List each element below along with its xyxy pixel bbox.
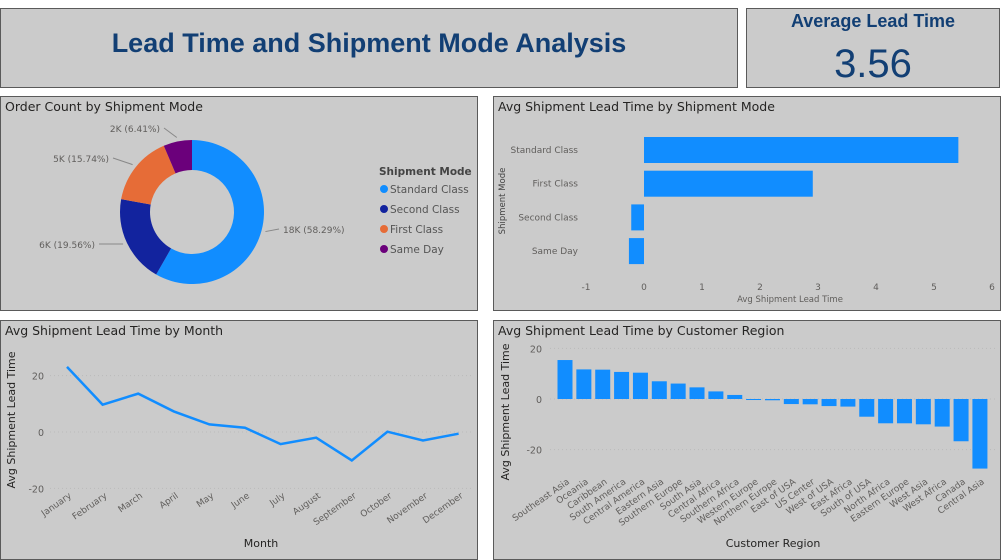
x-tick-label: August: [291, 491, 323, 518]
legend-item: Same Day: [390, 244, 444, 256]
bar-second-class: [631, 204, 644, 230]
y-axis-title: Shipment Mode: [498, 168, 508, 235]
legend-item: First Class: [390, 224, 443, 236]
data-label: 18K (58.29%): [283, 226, 345, 236]
line-series: [67, 367, 459, 461]
bar-south-asia: [690, 387, 705, 399]
bar-southern-europe: [671, 384, 686, 399]
bar-west-asia: [916, 399, 931, 424]
x-tick-label: 0: [641, 283, 647, 293]
y-tick-label: 20: [530, 344, 542, 355]
bar-south-america: [614, 372, 629, 399]
y-tick-label: -20: [526, 446, 542, 457]
x-tick-label: 2: [757, 283, 763, 293]
bar-us-center: [803, 399, 818, 404]
data-label: 2K (6.41%): [110, 125, 160, 135]
x-tick-label: July: [268, 491, 288, 509]
y-axis-title: Avg Shipment Lead Time: [5, 351, 18, 488]
legend-title: Shipment Mode: [379, 166, 472, 178]
data-label: 5K (15.74%): [53, 155, 109, 165]
bar-eastern-europe: [897, 399, 912, 423]
bar-first-class: [644, 171, 813, 197]
bar-southeast-asia: [558, 360, 573, 399]
bar-south-of-usa: [859, 399, 874, 417]
x-tick-label: 6: [989, 283, 995, 293]
bar-canada: [954, 399, 969, 441]
x-tick-label: March: [117, 491, 145, 515]
y-tick-label: 0: [38, 428, 44, 439]
leader-line: [265, 229, 279, 232]
y-tick-label: Second Class: [518, 213, 578, 223]
x-tick-label: January: [39, 491, 74, 520]
bar-central-america: [633, 373, 648, 399]
x-tick-label: 3: [815, 283, 821, 293]
leader-line: [113, 158, 133, 165]
x-tick-label: 5: [931, 283, 937, 293]
y-tick-label: First Class: [533, 180, 579, 190]
bar-caribbean: [595, 370, 610, 399]
bar-central-africa: [708, 391, 723, 399]
x-tick-label: April: [158, 491, 181, 511]
y-tick-label: Standard Class: [511, 146, 579, 156]
y-tick-label: Same Day: [532, 247, 579, 257]
data-label: 6K (19.56%): [39, 241, 95, 251]
bar-east-africa: [840, 399, 855, 407]
legend-item: Second Class: [390, 204, 460, 216]
bar-north-africa: [878, 399, 893, 423]
donut-slice-first-class: [121, 146, 175, 205]
x-axis-title: Customer Region: [726, 537, 821, 550]
bar-northern-europe: [765, 399, 780, 400]
legend-marker: [380, 205, 388, 213]
x-tick-label: -1: [582, 283, 591, 293]
legend-marker: [380, 245, 388, 253]
bar-west-africa: [935, 399, 950, 427]
y-axis-title: Avg Shipment Lead Time: [499, 343, 512, 480]
y-tick-label: 0: [536, 395, 542, 406]
legend-marker: [380, 225, 388, 233]
x-tick-label: February: [71, 491, 110, 522]
leader-line: [164, 128, 177, 138]
bar-eastern-asia: [652, 381, 667, 399]
bar-central-asia: [972, 399, 987, 469]
bar-oceania: [576, 369, 591, 399]
x-tick-label: 4: [873, 283, 879, 293]
bar-western-europe: [746, 399, 761, 400]
x-tick-label: June: [229, 491, 252, 511]
legend-marker: [380, 185, 388, 193]
bar-southern-africa: [727, 395, 742, 399]
x-tick-label: December: [421, 491, 465, 526]
bar-west-of-usa: [822, 399, 837, 406]
y-tick-label: -20: [28, 484, 44, 495]
legend-item: Standard Class: [390, 184, 469, 196]
x-axis-title: Month: [244, 537, 279, 550]
bar-standard-class: [644, 137, 958, 163]
bar-same-day: [629, 238, 644, 264]
x-tick-label: 1: [699, 283, 705, 293]
bar-east-of-usa: [784, 399, 799, 404]
x-axis-title: Avg Shipment Lead Time: [737, 295, 843, 305]
x-tick-label: May: [195, 491, 217, 510]
y-tick-label: 20: [32, 372, 44, 383]
